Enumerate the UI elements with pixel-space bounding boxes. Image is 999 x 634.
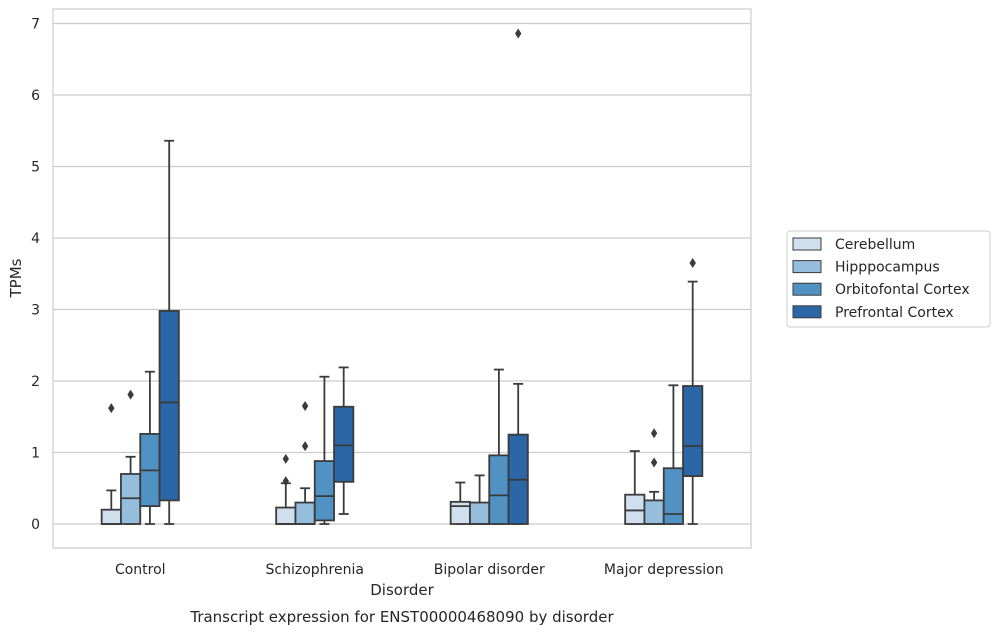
box-orbitofontal-cortex (139, 370, 161, 525)
box-body (488, 454, 510, 525)
legend-item: Cerebellum (792, 237, 915, 253)
legend-label: Cerebellum (835, 237, 915, 253)
outlier-point (301, 441, 309, 452)
box-cerebellum (624, 450, 646, 525)
box-body (449, 500, 471, 525)
y-tick-label: 6 (31, 88, 40, 104)
y-tick-label: 3 (31, 303, 40, 319)
box-prefrontal-cortex (333, 366, 355, 515)
box-orbitofontal-cortex (313, 375, 335, 525)
legend-swatch (792, 260, 822, 274)
legend-label: Prefrontal Cortex (835, 305, 954, 321)
outlier-point (282, 476, 289, 487)
y-tick-label: 1 (31, 446, 40, 462)
y-axis-ticks: 0 1 2 3 4 5 6 7 (31, 17, 40, 534)
x-tick-label: Bipolar disorder (434, 562, 545, 578)
legend-item: Prefrontal Cortex (792, 305, 954, 321)
box-body (100, 508, 122, 525)
x-tick-label: Schizophrenia (266, 562, 364, 578)
box-body (643, 499, 665, 525)
outlier-point (689, 258, 696, 269)
y-axis-label: TPMs (7, 258, 25, 298)
outlier-point (650, 457, 658, 468)
y-tick-label: 0 (31, 517, 40, 533)
boxes (100, 28, 704, 525)
legend: Cerebellum Hipppocampus Orbitofontal Corte… (786, 230, 991, 328)
legend-entries: Cerebellum Hipppocampus Orbitofontal Corte… (792, 237, 970, 321)
box-cerebellum (449, 481, 471, 525)
plot-frame (52, 8, 752, 549)
x-tick-label: Major depression (604, 562, 724, 578)
box-body (313, 460, 335, 522)
outlier-point (282, 453, 289, 464)
y-tick-label: 5 (31, 160, 40, 176)
box-prefrontal-cortex (682, 258, 704, 525)
y-tick-label: 7 (31, 17, 40, 33)
box-prefrontal-cortex (507, 28, 529, 525)
box-hipppocampus (120, 389, 142, 525)
outlier-point (301, 401, 309, 412)
box-body (158, 310, 180, 502)
legend-label: Orbitofontal Cortex (835, 282, 970, 298)
legend-item: Orbitofontal Cortex (792, 282, 970, 298)
legend-item: Hipppocampus (792, 260, 940, 276)
legend-label: Hipppocampus (835, 260, 940, 276)
outlier-point (515, 28, 522, 39)
box-prefrontal-cortex (158, 139, 180, 525)
chart-title: Transcript expression for ENST0000046809… (189, 608, 614, 626)
box-body (469, 501, 491, 525)
x-axis-ticks: Control Schizophrenia Bipolar disorder Majo… (115, 562, 724, 578)
box-hipppocampus (643, 428, 665, 525)
y-tick-label: 4 (31, 231, 40, 247)
box-body (294, 501, 316, 525)
outlier-point (108, 403, 115, 414)
box-body (682, 385, 704, 477)
legend-frame (786, 230, 991, 328)
box-hipppocampus (469, 474, 491, 525)
legend-swatch (792, 237, 822, 251)
legend-swatch (792, 305, 822, 319)
box-body (333, 405, 355, 483)
box-body (624, 493, 646, 525)
legend-swatch (792, 282, 822, 296)
outlier-point (127, 389, 134, 400)
y-tick-label: 2 (31, 374, 40, 390)
box-body (662, 467, 684, 525)
box-body (275, 506, 297, 525)
box-orbitofontal-cortex (662, 384, 684, 525)
x-tick-label: Control (115, 562, 166, 578)
x-axis-label: Disorder (370, 581, 434, 599)
outlier-point (650, 428, 658, 439)
